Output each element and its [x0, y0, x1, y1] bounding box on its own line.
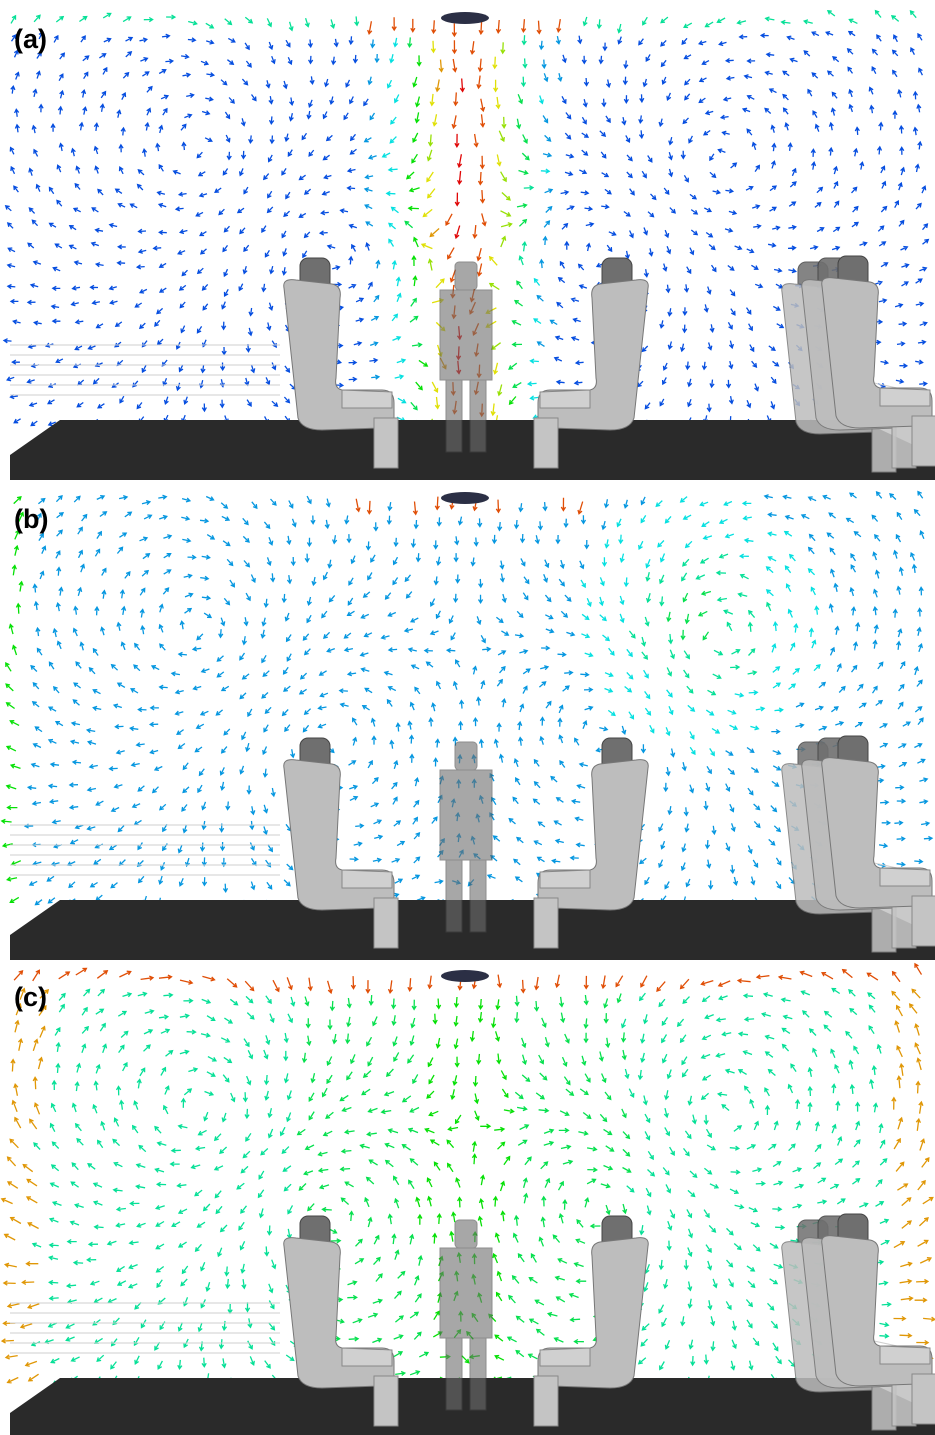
- velocity-arrows: [381, 37, 551, 422]
- panel: (b): [0, 490, 935, 960]
- velocity-arrows: [10, 9, 917, 266]
- cabin-scene: [10, 12, 935, 480]
- velocity-arrows: [628, 553, 772, 696]
- panel-label: (c): [14, 982, 47, 1012]
- panel-label: (b): [14, 504, 48, 534]
- velocity-arrows: [2, 30, 933, 431]
- velocity-arrows: [426, 42, 513, 431]
- panel-label: (a): [14, 24, 47, 54]
- panel: (c): [0, 962, 935, 1435]
- velocity-arrows: [13, 962, 923, 995]
- velocity-field: [0, 962, 935, 1391]
- panel: (a): [2, 9, 935, 480]
- velocity-arrows: [363, 35, 563, 419]
- velocity-arrows: [404, 37, 530, 431]
- velocity-arrows: [30, 987, 892, 1391]
- velocity-arrows: [405, 55, 517, 430]
- velocity-arrows: [0, 987, 935, 1384]
- velocity-arrows: [0, 495, 25, 904]
- velocity-arrows: [580, 496, 821, 757]
- velocity-arrows: [666, 590, 712, 641]
